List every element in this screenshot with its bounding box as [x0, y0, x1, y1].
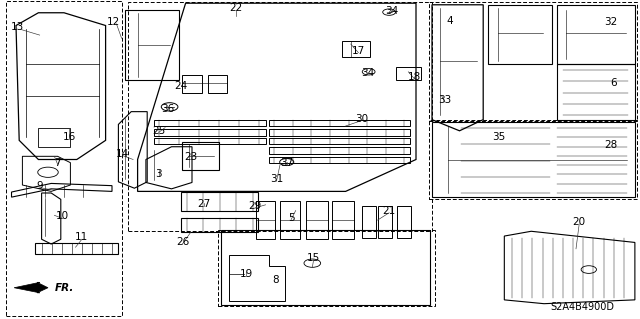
- Text: 7: 7: [54, 158, 61, 168]
- Text: 5: 5: [288, 212, 294, 223]
- Text: 31: 31: [270, 174, 283, 184]
- Bar: [332, 201, 354, 239]
- Text: 33: 33: [438, 95, 451, 106]
- Text: 16: 16: [63, 131, 76, 142]
- Bar: [269, 157, 410, 163]
- Text: 21: 21: [383, 205, 396, 216]
- Text: 19: 19: [240, 269, 253, 279]
- Text: 27: 27: [197, 198, 210, 209]
- Text: FR.: FR.: [54, 283, 74, 293]
- Text: 13: 13: [12, 22, 24, 32]
- Text: 6: 6: [610, 78, 616, 88]
- Bar: [154, 129, 266, 136]
- Bar: [269, 129, 410, 136]
- Text: 4: 4: [447, 16, 453, 26]
- Text: 28: 28: [605, 140, 618, 150]
- Polygon shape: [14, 282, 48, 293]
- Bar: [6, 1, 122, 316]
- Bar: [154, 138, 266, 144]
- Text: 29: 29: [248, 201, 261, 211]
- Bar: [306, 201, 328, 239]
- Text: 18: 18: [408, 72, 421, 82]
- Bar: [280, 201, 300, 239]
- Text: 36: 36: [161, 104, 174, 114]
- Bar: [128, 2, 432, 231]
- Bar: [181, 192, 258, 211]
- Text: 24: 24: [175, 81, 188, 91]
- Text: 35: 35: [493, 132, 506, 142]
- Bar: [256, 201, 275, 239]
- Bar: [269, 138, 410, 144]
- Bar: [378, 206, 392, 238]
- Text: 17: 17: [352, 46, 365, 56]
- Text: 9: 9: [36, 181, 43, 191]
- Bar: [429, 120, 637, 199]
- Text: 37: 37: [280, 158, 293, 168]
- Text: 32: 32: [605, 17, 618, 27]
- Text: 3: 3: [156, 169, 162, 179]
- Bar: [182, 75, 202, 93]
- Bar: [429, 2, 637, 121]
- Text: S2A4B4900D: S2A4B4900D: [550, 302, 614, 312]
- Text: 23: 23: [184, 152, 197, 162]
- Text: 10: 10: [56, 211, 69, 221]
- Bar: [154, 120, 266, 126]
- Bar: [362, 206, 376, 238]
- Text: 34: 34: [362, 68, 374, 78]
- Bar: [269, 147, 410, 154]
- Text: 30: 30: [355, 114, 368, 124]
- Text: 25: 25: [152, 126, 165, 136]
- Bar: [208, 75, 227, 93]
- Text: 12: 12: [108, 17, 120, 27]
- Text: 14: 14: [116, 149, 129, 159]
- Text: 34: 34: [385, 6, 398, 16]
- Text: 11: 11: [76, 232, 88, 242]
- Text: 22: 22: [229, 3, 242, 13]
- Text: 15: 15: [307, 253, 320, 263]
- Bar: [269, 120, 410, 126]
- Bar: [218, 230, 435, 306]
- Bar: [181, 218, 258, 232]
- Bar: [397, 206, 411, 238]
- Text: 8: 8: [272, 275, 278, 285]
- Text: 26: 26: [176, 237, 189, 247]
- Text: 20: 20: [573, 217, 586, 227]
